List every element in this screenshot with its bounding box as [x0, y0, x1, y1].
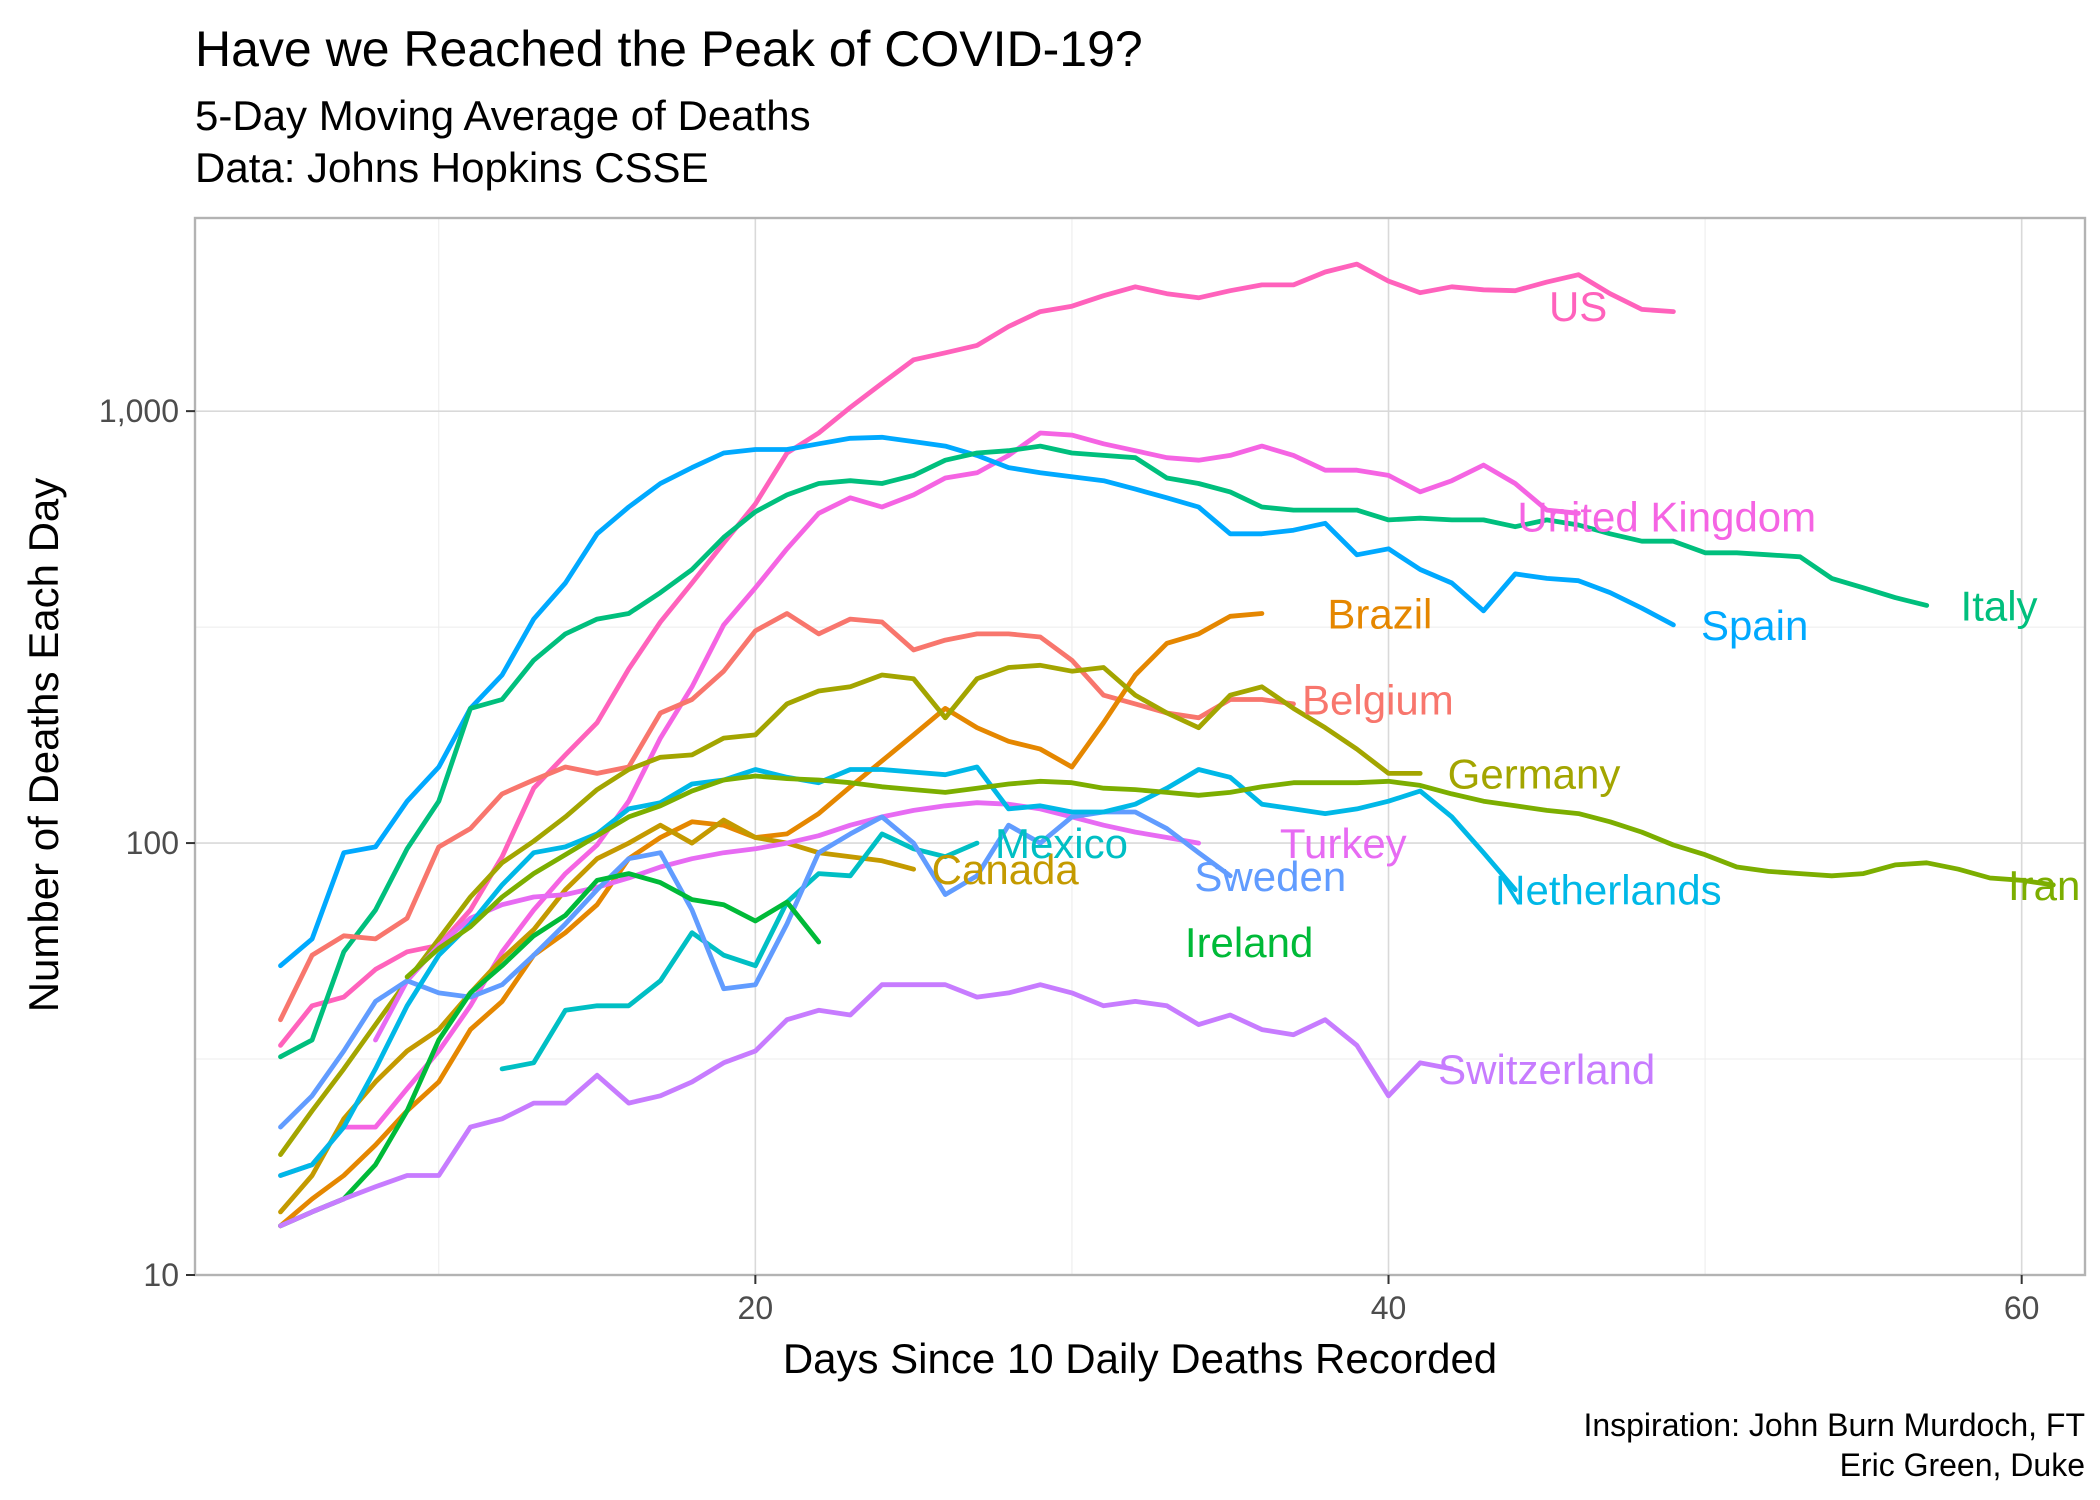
series-line-switzerland: [278, 982, 1455, 1229]
x-tick-label: 40: [1371, 1290, 1407, 1326]
series-label-brazil: Brazil: [1327, 591, 1432, 638]
y-tick-label: 1,000: [99, 393, 179, 429]
series-label-united-kingdom: United Kingdom: [1517, 494, 1816, 541]
series-label-layer: US United Kingdom Spain Italy Belgium Brazil G…: [932, 283, 2081, 1093]
series-line-us: [278, 261, 1676, 1048]
panel-border: [193, 216, 2087, 1277]
series-label-germany: Germany: [1448, 750, 1621, 797]
chart-subtitle-line-1: 5-Day Moving Average of Deaths: [195, 92, 811, 139]
series-line-canada: [278, 817, 916, 1215]
series-label-turkey: Turkey: [1280, 820, 1407, 867]
series-line-italy: [278, 443, 1930, 1060]
series-label-spain: Spain: [1701, 602, 1808, 649]
caption-line-1: Inspiration: John Burn Murdoch, FT: [1583, 1407, 2085, 1443]
series-line-turkey: [373, 800, 1201, 1043]
series-line-brazil: [278, 611, 1265, 1229]
y-tick-label: 100: [126, 825, 179, 861]
series-line-belgium: [278, 611, 1296, 1023]
series-label-ireland: Ireland: [1185, 919, 1313, 966]
chart-title: Have we Reached the Peak of COVID-19?: [195, 21, 1143, 77]
series-line-iran: [404, 773, 2056, 980]
y-axis-title: Number of Deaths Each Day: [20, 478, 67, 1013]
series-line-mexico: [499, 831, 980, 1072]
series-line-sweden: [278, 809, 1233, 1130]
x-axis-title: Days Since 10 Daily Deaths Recorded: [783, 1335, 1497, 1382]
series-label-switzerland: Switzerland: [1438, 1046, 1655, 1093]
series-label-us: US: [1549, 283, 1607, 330]
y-tick-label: 10: [143, 1257, 179, 1293]
series-label-italy: Italy: [1961, 582, 2038, 629]
chart-subtitle-line-2: Data: Johns Hopkins CSSE: [195, 144, 709, 191]
series-label-mexico: Mexico: [995, 820, 1128, 867]
series-line-ireland: [278, 871, 822, 1229]
y-axis-ticks: 10 100 1,000: [99, 393, 195, 1293]
series-label-canada: Canada: [932, 846, 1080, 893]
series-line-germany: [278, 662, 1423, 1157]
x-axis-ticks: 20 40 60: [738, 1275, 2040, 1326]
x-tick-label: 20: [738, 1290, 774, 1326]
series-line-united-kingdom: [278, 430, 1581, 1178]
x-tick-label: 60: [2004, 1290, 2040, 1326]
series-label-belgium: Belgium: [1302, 676, 1454, 723]
series-label-sweden: Sweden: [1194, 853, 1346, 900]
series-layer: [278, 261, 2056, 1229]
series-line-netherlands: [278, 764, 1518, 1178]
caption-line-2: Eric Green, Duke: [1840, 1447, 2085, 1483]
series-label-netherlands: Netherlands: [1495, 867, 1721, 914]
series-label-iran: Iran: [2008, 862, 2080, 909]
grid: [195, 218, 2085, 1276]
